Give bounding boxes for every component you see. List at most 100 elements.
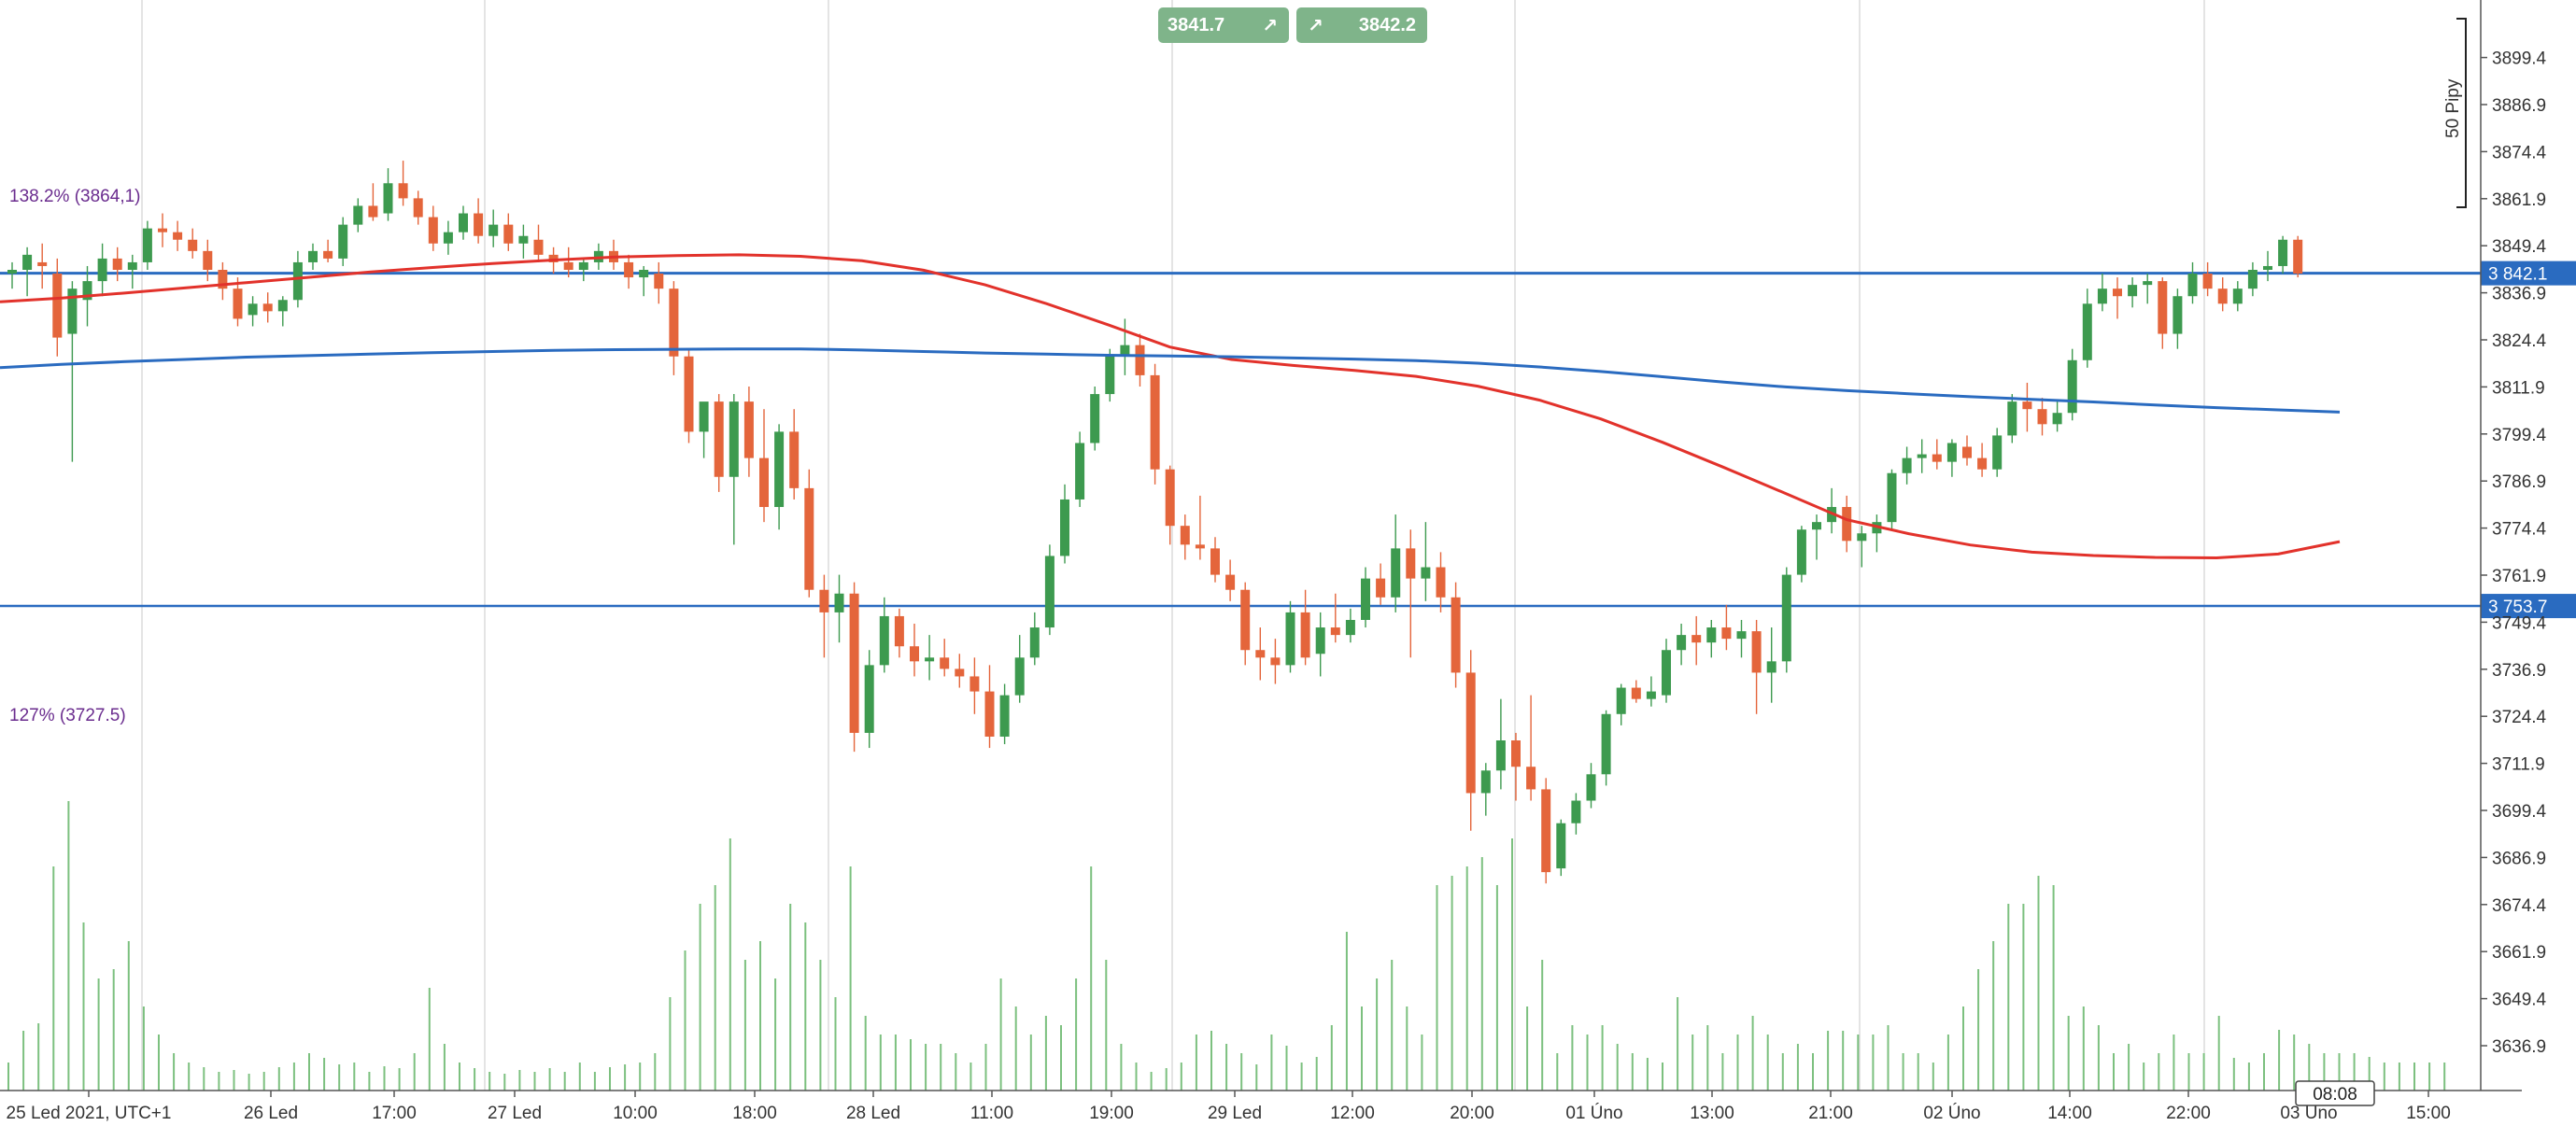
candle-body xyxy=(2007,401,2017,436)
candle-body xyxy=(474,213,484,236)
time-tick-label: 01 Úno xyxy=(1565,1103,1622,1123)
candle-body xyxy=(158,228,167,232)
candle-body xyxy=(999,695,1010,737)
candle-body xyxy=(1721,627,1732,640)
candle-body xyxy=(383,183,393,214)
candle-body xyxy=(804,487,814,590)
candle-body xyxy=(112,258,122,271)
candle-body xyxy=(1240,589,1251,651)
candle-body xyxy=(142,228,152,262)
candle-body xyxy=(774,431,785,508)
candle-body xyxy=(1090,394,1100,443)
candle-body xyxy=(97,258,107,282)
candle-body xyxy=(233,289,243,319)
candle-body xyxy=(819,589,829,612)
candle-body xyxy=(7,270,17,274)
moving-average-fast xyxy=(0,253,2341,560)
candle-body xyxy=(548,254,559,262)
ask-price: 3842.2 xyxy=(1358,14,1416,35)
candle-body xyxy=(338,224,348,259)
price-tick-label: 3636.9 xyxy=(2492,1037,2546,1057)
time-tick-label: 11:00 xyxy=(970,1104,1013,1123)
crosshair-time-label: 08:08 xyxy=(2313,1085,2357,1105)
candle-body xyxy=(398,183,408,199)
candle-body xyxy=(218,270,228,289)
pip-scale-label: 50 Pipy xyxy=(2443,78,2463,138)
candle-body xyxy=(1601,713,1611,775)
price-tick-label: 3674.4 xyxy=(2492,896,2547,916)
horizontal-price-lines[interactable]: 3 842.1 3 753.7 xyxy=(0,260,2576,619)
candle-body xyxy=(925,657,935,662)
candle-body xyxy=(1526,767,1536,790)
candle-body xyxy=(248,303,258,316)
price-tick-label: 3711.9 xyxy=(2492,755,2545,775)
candle-body xyxy=(984,691,995,737)
candle-body xyxy=(1225,574,1236,590)
candle-body xyxy=(1781,574,1791,662)
candle-body xyxy=(1571,800,1581,823)
candle-body xyxy=(533,239,544,255)
candle-body xyxy=(1917,454,1927,458)
candle-body xyxy=(2187,274,2198,297)
time-tick-label: 21:00 xyxy=(1808,1104,1853,1123)
candle-body xyxy=(955,669,965,677)
candle-body xyxy=(639,270,649,278)
candle-body xyxy=(292,261,303,301)
candle-body xyxy=(2128,285,2138,297)
candle-body xyxy=(1406,548,1416,579)
candle-body xyxy=(1285,612,1295,666)
candle-body xyxy=(894,615,904,647)
candlesticks[interactable] xyxy=(7,161,2303,884)
time-tick-label: 03 Úno xyxy=(2280,1103,2337,1123)
candle-body xyxy=(1361,578,1370,620)
arrow-up-right-icon: ↗ xyxy=(1262,15,1278,36)
candle-body xyxy=(323,250,333,259)
candle-body xyxy=(1691,635,1702,643)
candle-body xyxy=(2052,413,2062,425)
vertical-gridlines xyxy=(141,0,2205,1091)
horizontal-line-price-tag xyxy=(2481,594,2576,619)
candle-body xyxy=(1887,472,1897,523)
candle-body xyxy=(82,281,92,301)
time-tick-label: 02 Úno xyxy=(1923,1103,1980,1123)
candle-body xyxy=(2037,409,2047,425)
price-tick-label: 3749.4 xyxy=(2492,613,2547,633)
price-tick-label: 3649.4 xyxy=(2492,991,2547,1010)
candle-body xyxy=(2158,281,2168,334)
time-tick-label: 12:00 xyxy=(1330,1104,1375,1123)
candle-body xyxy=(1857,533,1867,542)
candle-body xyxy=(518,235,529,244)
price-tick-label: 3861.9 xyxy=(2492,190,2546,210)
candle-body xyxy=(188,239,198,251)
candle-body xyxy=(1014,657,1025,696)
candle-body xyxy=(1796,529,1806,575)
candle-body xyxy=(669,289,679,357)
candle-body xyxy=(2217,289,2228,304)
candle-body xyxy=(729,401,739,477)
time-axis[interactable]: 25 Led 2021, UTC+1 26 Led 17:00 27 Led 10:00… xyxy=(0,1080,2522,1123)
pip-scale-bracket-line xyxy=(2456,18,2467,208)
candle-body xyxy=(2202,274,2213,289)
candle-body xyxy=(1480,770,1491,794)
candle-body xyxy=(1946,443,1957,462)
candle-body xyxy=(2247,270,2258,289)
candle-body xyxy=(864,665,874,733)
candle-body xyxy=(1812,522,1821,530)
candle-body xyxy=(1646,691,1656,699)
price-tick-label: 3836.9 xyxy=(2492,285,2546,304)
ask-quote-button[interactable]: ↗ 3842.2 xyxy=(1296,7,1427,43)
candle-body xyxy=(1029,627,1040,658)
price-axis[interactable]: 3899.4 3886.9 3874.4 3861.9 3849.4 3836.9 3824… xyxy=(2480,0,2547,1091)
bid-quote-button[interactable]: 3841.7 ↗ xyxy=(1158,7,1289,43)
candle-body xyxy=(52,274,63,338)
time-tick-label: 18:00 xyxy=(732,1104,777,1123)
time-tick-label: 13:00 xyxy=(1690,1104,1734,1123)
horizontal-line-price-label: 3 842.1 xyxy=(2488,265,2547,285)
candle-body xyxy=(443,232,453,244)
candle-body xyxy=(1992,435,2003,470)
time-tick-label: 14:00 xyxy=(2047,1104,2092,1123)
candle-body xyxy=(353,205,363,225)
candle-body xyxy=(1495,740,1506,771)
candle-body xyxy=(1105,356,1115,395)
